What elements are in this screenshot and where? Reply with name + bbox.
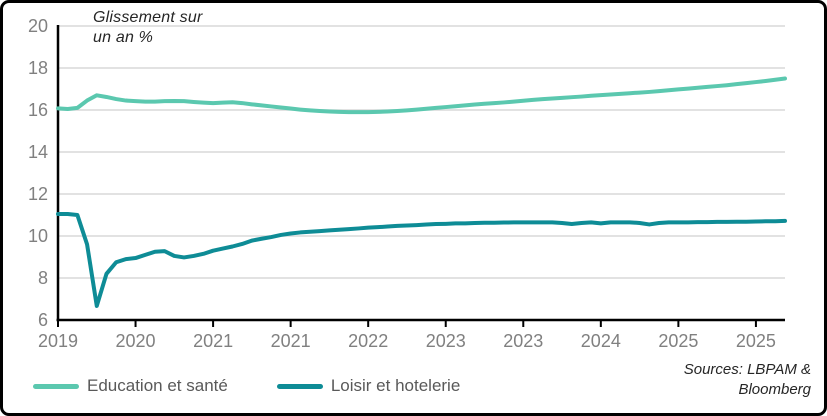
y-axis-tick-label: 6	[38, 310, 48, 330]
legend-swatch-loisir-icon	[276, 383, 323, 389]
series-line-loisir-et-hotelerie	[56, 211, 787, 308]
x-axis-tick-label: 2023	[503, 331, 543, 351]
legend-swatch-education-icon	[33, 383, 79, 389]
chart-plot: 6 8 10 12 14 16 18 20 2019 2020 2021 2021 2022 2023 20…	[28, 16, 787, 351]
y-axis-tick-label: 20	[28, 16, 48, 36]
legend-label-education: Education et santé	[87, 376, 228, 395]
legend-item-loisir-et-hotelerie[interactable]: Loisir et hotelerie	[276, 376, 461, 396]
y-axis-tick-label: 10	[28, 226, 48, 246]
series-line-education-et-sant-	[56, 76, 787, 115]
x-axis-tick-label: 2024	[581, 331, 621, 351]
chart-title-line1: Glissement sur	[93, 9, 203, 26]
x-axis-tick-label: 2022	[348, 331, 388, 351]
x-axis-tick-label: 2020	[116, 331, 156, 351]
y-axis-tick-label: 12	[28, 184, 48, 204]
x-axis-tick-label: 2023	[426, 331, 466, 351]
source-line2: Bloomberg	[738, 381, 811, 398]
x-axis-tick-label: 2025	[658, 331, 698, 351]
legend-item-education-et-sante[interactable]: Education et santé	[33, 376, 228, 396]
y-axis-tick-label: 16	[28, 100, 48, 120]
x-axis-tick-label: 2025	[736, 331, 776, 351]
x-axis-tick-label: 2019	[38, 331, 78, 351]
chart-title: Glissement sur un an %	[93, 8, 203, 48]
y-axis-tick-label: 8	[38, 268, 48, 288]
source-note: Sources: LBPAM & Bloomberg	[684, 360, 811, 400]
legend: Education et santé Loisir et hotelerie	[33, 376, 460, 396]
x-axis-tick-label: 2021	[271, 331, 311, 351]
y-axis-tick-label: 18	[28, 58, 48, 78]
legend-label-loisir: Loisir et hotelerie	[330, 376, 461, 395]
x-axis-tick-label: 2021	[193, 331, 233, 351]
chart-title-line2: un an %	[93, 29, 154, 46]
y-axis-tick-label: 14	[28, 142, 48, 162]
source-line1: Sources: LBPAM &	[683, 361, 811, 378]
